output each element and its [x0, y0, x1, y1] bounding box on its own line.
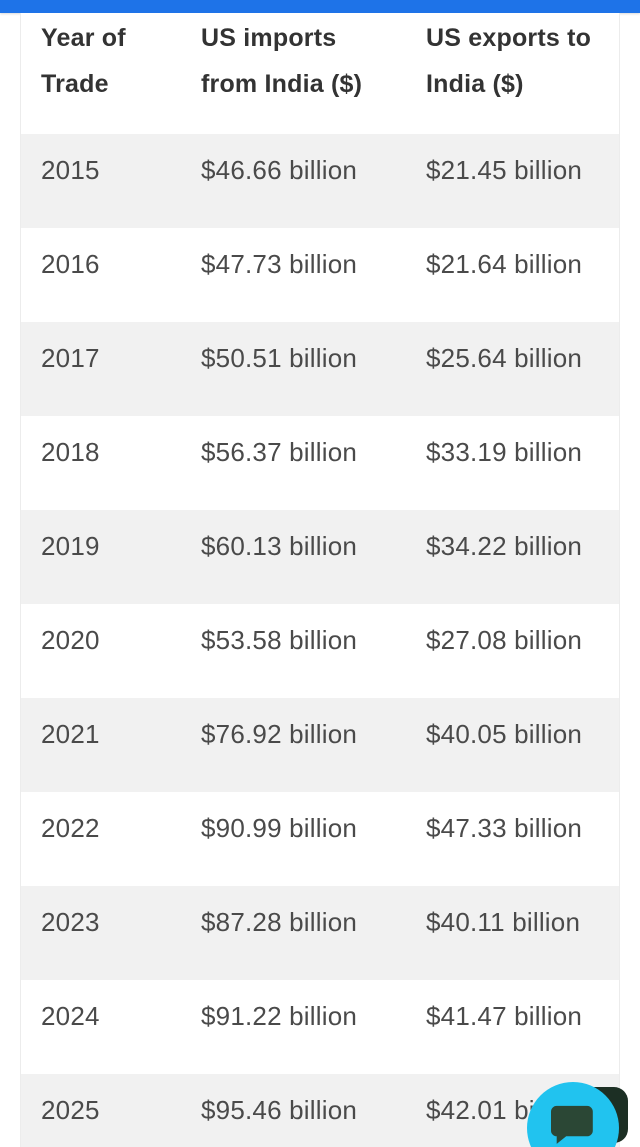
cell-exports: $40.05 billion [426, 719, 583, 749]
cell-year: 2025 [41, 1095, 100, 1125]
cell-exports: $40.11 billion [426, 907, 581, 937]
cell-exports: $41.47 billion [426, 1001, 583, 1031]
table-row: 2017 $50.51 billion $25.64 billion [21, 322, 619, 416]
table-header-row: Year of Trade US imports from India ($) … [21, 13, 619, 134]
cell-year: 2015 [41, 155, 100, 185]
header-year-of-trade: Year of Trade [41, 24, 126, 98]
table-row: 2020 $53.58 billion $27.08 billion [21, 604, 619, 698]
cell-year: 2023 [41, 907, 100, 937]
cell-year: 2019 [41, 531, 100, 561]
cell-year: 2021 [41, 719, 100, 749]
cell-imports: $53.58 billion [201, 625, 358, 655]
table-row: 2018 $56.37 billion $33.19 billion [21, 416, 619, 510]
cell-exports: $21.45 billion [426, 155, 583, 185]
cell-imports: $47.73 billion [201, 249, 358, 279]
cell-imports: $87.28 billion [201, 907, 358, 937]
table-row: 2023 $87.28 billion $40.11 billion [21, 886, 619, 980]
table-row: 2024 $91.22 billion $41.47 billion [21, 980, 619, 1074]
cell-year: 2016 [41, 249, 100, 279]
cell-exports: $34.22 billion [426, 531, 583, 561]
cell-exports: $21.64 billion [426, 249, 583, 279]
cell-year: 2017 [41, 343, 100, 373]
chat-bubble-icon [551, 1105, 595, 1146]
cell-year: 2020 [41, 625, 100, 655]
table-row: 2015 $46.66 billion $21.45 billion [21, 134, 619, 228]
cell-imports: $91.22 billion [201, 1001, 358, 1031]
cell-imports: $60.13 billion [201, 531, 358, 561]
cell-exports: $27.08 billion [426, 625, 583, 655]
table-row: 2016 $47.73 billion $21.64 billion [21, 228, 619, 322]
cell-exports: $33.19 billion [426, 437, 583, 467]
table-row: 2022 $90.99 billion $47.33 billion [21, 792, 619, 886]
cell-imports: $50.51 billion [201, 343, 358, 373]
cell-year: 2018 [41, 437, 100, 467]
trade-table: Year of Trade US imports from India ($) … [20, 13, 620, 1147]
cell-imports: $46.66 billion [201, 155, 358, 185]
cell-imports: $76.92 billion [201, 719, 358, 749]
cell-imports: $90.99 billion [201, 813, 358, 843]
header-us-exports: US exports to India ($) [426, 24, 592, 98]
cell-imports: $95.46 billion [201, 1095, 358, 1125]
cell-imports: $56.37 billion [201, 437, 358, 467]
cell-exports: $25.64 billion [426, 343, 583, 373]
top-accent-bar [0, 0, 640, 13]
cell-year: 2024 [41, 1001, 100, 1031]
table-row: 2021 $76.92 billion $40.05 billion [21, 698, 619, 792]
cell-year: 2022 [41, 813, 100, 843]
header-us-imports: US imports from India ($) [201, 24, 363, 98]
table-row: 2019 $60.13 billion $34.22 billion [21, 510, 619, 604]
chat-launcher-button[interactable] [527, 1082, 619, 1147]
cell-exports: $47.33 billion [426, 813, 583, 843]
trade-table-body: 2015 $46.66 billion $21.45 billion 2016 $47.… [21, 134, 619, 1147]
